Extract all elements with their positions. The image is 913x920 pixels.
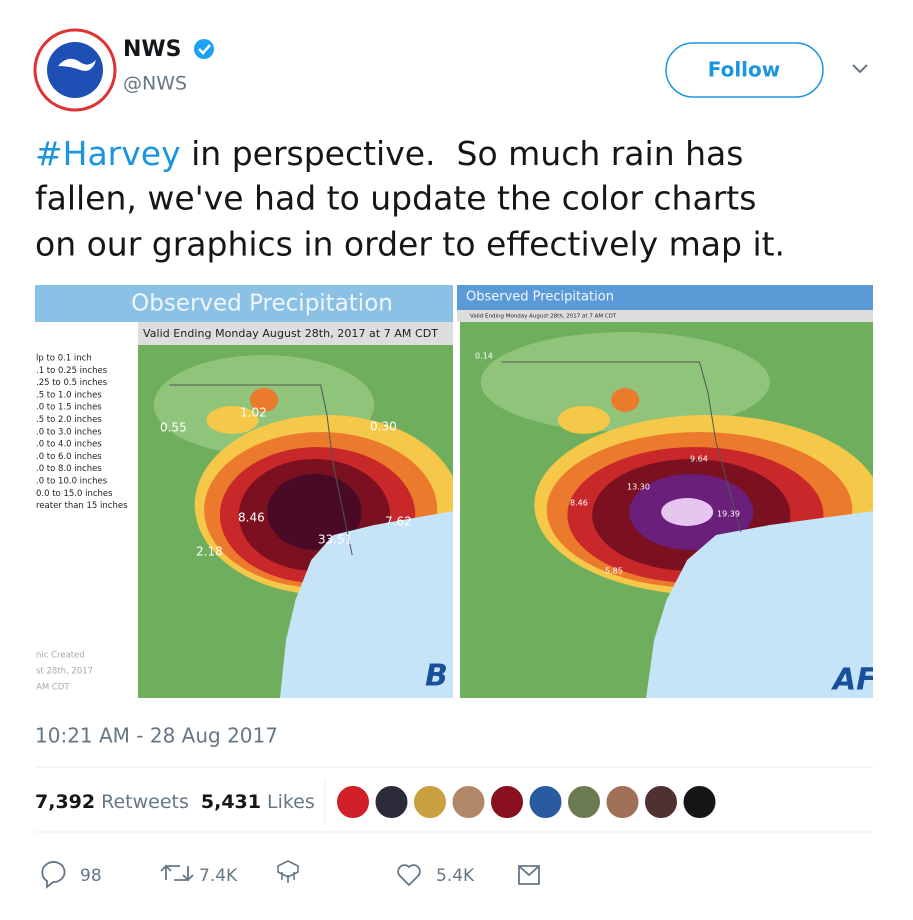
tweet-line: on our graphics in order to effectively … xyxy=(35,225,785,264)
image-subtitle: Valid Ending Monday August 28th, 2017 at… xyxy=(470,314,617,320)
like-icon[interactable] xyxy=(397,864,421,887)
reply-count: 98 xyxy=(80,866,102,886)
map-value: 0.30 xyxy=(370,420,397,434)
legend-item: .0 to 10.0 inches xyxy=(36,477,108,487)
tweet-text: in perspective. So much rain has xyxy=(181,134,744,173)
legend-item: .25 to 0.5 inches xyxy=(36,378,108,388)
media-image[interactable]: Observed Precipitation Valid Ending Monda… xyxy=(457,285,881,700)
hashtag[interactable]: #Harvey xyxy=(35,134,181,173)
legend-item: .5 to 1.0 inches xyxy=(36,390,102,400)
legend-item: .0 to 8.0 inches xyxy=(36,464,102,474)
legend-item: 0.0 to 15.0 inches xyxy=(36,489,113,499)
map-value: 9.64 xyxy=(690,455,708,464)
map-ocean xyxy=(646,511,873,698)
image-title: Observed Precipitation xyxy=(466,290,614,305)
follow-label[interactable]: Follow xyxy=(708,58,781,82)
legend-item: lp to 0.1 inch xyxy=(36,354,92,364)
message-icon[interactable] xyxy=(518,865,540,885)
tweet-line: #Harvey in perspective. So much rain has xyxy=(35,134,743,173)
like-count: 5,431 xyxy=(201,791,261,813)
image-footer: AM CDT xyxy=(36,683,70,693)
like-label: Likes xyxy=(267,791,315,813)
media-image[interactable]: Observed Precipitation Valid Ending Monda… xyxy=(35,285,459,700)
image-tag: B xyxy=(425,659,448,694)
image-subheader xyxy=(457,310,873,322)
image-title: Observed Precipitation xyxy=(131,291,393,317)
legend-item: .1 to 0.25 inches xyxy=(36,366,108,376)
map-value: 0.14 xyxy=(475,352,493,361)
liker-avatar xyxy=(373,784,410,820)
rain-dark xyxy=(267,474,362,550)
like-action-count: 5.4K xyxy=(436,866,475,886)
retweet-label: Retweets xyxy=(101,791,189,813)
legend-item: .0 to 4.0 inches xyxy=(36,440,102,450)
state-border xyxy=(501,361,742,533)
map-value: 8.46 xyxy=(238,511,265,525)
legend-item: .0 to 3.0 inches xyxy=(36,427,102,437)
image-header xyxy=(35,285,453,322)
retweet-icon[interactable] xyxy=(160,864,194,882)
map-value: 5.85 xyxy=(605,567,623,576)
verified-badge xyxy=(194,39,214,59)
menu-caret[interactable] xyxy=(852,64,868,74)
map-value: 2.18 xyxy=(196,545,223,559)
image-footer: st 28th, 2017 xyxy=(36,667,93,677)
map-value: 1.02 xyxy=(240,406,267,420)
liker-avatars[interactable] xyxy=(335,784,718,820)
map-value: 7.62 xyxy=(385,515,412,529)
image-subtitle: Valid Ending Monday August 28th, 2017 at… xyxy=(143,327,438,340)
map-ocean xyxy=(279,511,453,698)
rain-spot xyxy=(611,388,640,412)
liker-avatar xyxy=(335,784,371,820)
liker-avatar xyxy=(604,784,641,820)
legend-item: .0 to 1.5 inches xyxy=(36,403,102,413)
rain-spot xyxy=(250,388,278,412)
stats-icon[interactable] xyxy=(277,860,299,883)
map-land-light xyxy=(480,332,770,432)
state-border xyxy=(169,384,353,556)
legend-item: .5 to 2.0 inches xyxy=(36,415,102,425)
follow-button[interactable] xyxy=(665,42,824,98)
map-value: 13.30 xyxy=(627,483,650,492)
map-value: 8.46 xyxy=(570,499,588,508)
legend-item: .0 to 6.0 inches xyxy=(36,452,102,462)
reply-icon[interactable] xyxy=(41,861,66,889)
tweet-line: fallen, we've had to update the color ch… xyxy=(35,179,756,218)
image-footer: nic Created xyxy=(36,651,85,661)
timestamp[interactable]: 10:21 AM - 28 Aug 2017 xyxy=(35,724,278,748)
map-value: 33.51 xyxy=(318,533,352,547)
image-subheader xyxy=(138,322,453,345)
liker-avatar xyxy=(681,784,718,820)
stats-line[interactable]: 7,392 Retweets 5,431 Likes xyxy=(35,791,315,813)
rain-spot xyxy=(557,406,610,434)
liker-avatar xyxy=(566,784,602,820)
liker-avatar xyxy=(412,784,448,820)
liker-avatar xyxy=(489,784,525,820)
liker-avatar xyxy=(527,784,564,820)
legend-item: reater than 15 inches xyxy=(36,501,128,511)
rain-max xyxy=(661,498,714,526)
liker-avatar xyxy=(643,784,679,820)
rain-spot xyxy=(206,406,259,434)
map-value: 0.55 xyxy=(160,421,187,435)
map-value: 19.39 xyxy=(717,510,740,519)
liker-avatar xyxy=(450,784,487,820)
handle[interactable]: @NWS xyxy=(123,73,187,95)
retweet-action-count: 7.4K xyxy=(199,866,238,886)
image-header xyxy=(457,285,873,310)
display-name[interactable]: NWS xyxy=(123,37,182,62)
avatar[interactable] xyxy=(33,28,117,112)
retweet-count: 7,392 xyxy=(35,791,95,813)
image-tag: AF xyxy=(831,663,877,698)
